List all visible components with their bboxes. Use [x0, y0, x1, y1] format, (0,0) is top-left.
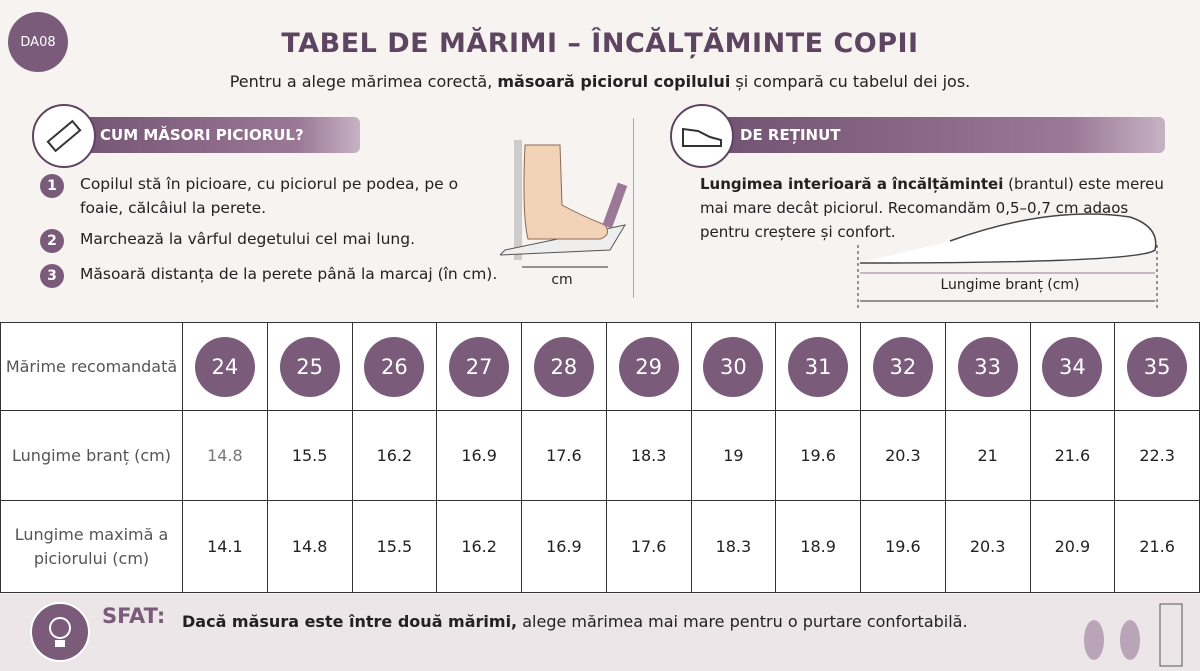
step-number: 3: [40, 264, 64, 288]
subtitle-bold: măsoară piciorul copilului: [497, 72, 731, 91]
size-table: Mărime recomandată 24 25 26 27 28 29 30 31 32 33 34…: [0, 322, 1200, 593]
value-cell: 22.3: [1114, 410, 1200, 501]
shoe-icon: [670, 104, 734, 168]
size-circle: 27: [449, 336, 510, 397]
section-heading: CUM MĂSORI PICIORUL?: [45, 117, 360, 153]
ruler: [46, 119, 82, 153]
value-cell: 14.8: [266, 500, 353, 593]
heading-text: CUM MĂSORI PICIORUL?: [100, 126, 304, 144]
subtitle-text: Pentru a alege mărimea corectă,: [229, 72, 498, 91]
row-header: Lungime maximă a piciorului (cm): [0, 500, 183, 593]
size-circle: 26: [364, 336, 425, 397]
table-row: Mărime recomandată 24 25 26 27 28 29 30 31 32 33 34…: [0, 322, 1200, 411]
size-cell: 29: [605, 322, 692, 411]
pen: [602, 182, 628, 229]
step: 2 Marchează la vârful degetului cel mai l…: [40, 227, 490, 253]
value-cell: 17.6: [521, 410, 607, 501]
value-cell: 18.3: [690, 500, 777, 593]
value-cell: 21: [944, 410, 1031, 501]
step-number: 2: [40, 229, 64, 253]
size-cell: 27: [436, 322, 522, 411]
step: 3 Măsoară distanța de la perete până la m…: [40, 262, 510, 288]
size-cell: 34: [1029, 322, 1116, 411]
size-cell: 24: [182, 322, 268, 411]
value-cell: 19.6: [775, 410, 861, 501]
size-cell: 35: [1114, 322, 1200, 411]
size-circle: 32: [872, 336, 933, 397]
size-circle: 33: [957, 336, 1018, 397]
size-cell: 33: [944, 322, 1031, 411]
diagram-label: Lungime branț (cm): [910, 277, 1110, 293]
size-cell: 30: [690, 322, 777, 411]
tip-bold: Dacă măsura este între două mărimi,: [182, 612, 518, 631]
value-cell: 21.6: [1029, 410, 1116, 501]
bulb: [49, 617, 71, 647]
size-circle: 25: [279, 336, 340, 397]
note-bold: Lungimea interioară a încălțămintei: [700, 175, 1004, 193]
size-circle: 30: [703, 336, 764, 397]
size-cell: 28: [521, 322, 607, 411]
size-cell: 32: [860, 322, 946, 411]
row-header: Lungime branț (cm): [0, 410, 183, 501]
ruler-icon: [32, 104, 96, 168]
title: TABEL DE MĂRIMI – ÎNCĂLȚĂMINTE COPII: [281, 28, 919, 59]
value-cell: 18.9: [775, 500, 861, 593]
section-heading: DE REȚINUT: [685, 117, 1165, 153]
value-cell: 15.5: [266, 410, 353, 501]
insole-diagram: [857, 213, 1158, 309]
value-cell: 15.5: [351, 500, 438, 593]
value-cell: 19.6: [860, 500, 946, 593]
size-circle: 29: [618, 336, 679, 397]
size-circle: 34: [1042, 336, 1103, 397]
size-cell: 25: [266, 322, 353, 411]
value-cell: 17.6: [605, 500, 692, 593]
wall: [514, 140, 522, 260]
row-header: Mărime recomandată: [0, 322, 183, 411]
insole: [859, 213, 1157, 264]
bulb-icon: [30, 602, 90, 662]
size-circle: 31: [788, 336, 849, 397]
table-row: Lungime branț (cm) 14.8 15.5 16.2 16.9 17.6 18…: [0, 410, 1200, 501]
value-cell: 16.9: [521, 500, 607, 593]
value-cell: 16.2: [351, 410, 438, 501]
size-cell: 26: [351, 322, 438, 411]
divider: [633, 118, 634, 298]
subtitle: Pentru a alege mărimea corectă, măsoară …: [0, 72, 1200, 91]
size-cell: 31: [775, 322, 861, 411]
tip-rest: alege mărimea mai mare pentru o purtare …: [517, 612, 968, 631]
value-cell: 20.9: [1029, 500, 1116, 593]
step-text: Marchează la vârful degetului cel mai lu…: [80, 230, 415, 248]
value-cell: 16.2: [436, 500, 522, 593]
value-cell: 16.9: [436, 410, 522, 501]
note-text: Lungimea interioară a încălțămintei (bra…: [700, 172, 1170, 244]
value-cell: 21.6: [1114, 500, 1200, 593]
step: 1 Copilul stă în picioare, cu piciorul pe…: [40, 172, 490, 220]
table-row: Lungime maximă a piciorului (cm) 14.1 14.8…: [0, 500, 1200, 593]
value-cell: 20.3: [860, 410, 946, 501]
footprints-icon: [1084, 603, 1183, 667]
value-cell: 18.3: [605, 410, 692, 501]
step-text: Măsoară distanța de la perete până la ma…: [80, 265, 498, 283]
foot: [523, 144, 609, 240]
note-rest: (brantul) este mereu mai mare decât pici…: [700, 175, 1164, 241]
diagram-label: cm: [551, 272, 573, 288]
shoe: [682, 127, 722, 147]
tip-label: SFAT:: [102, 604, 166, 628]
size-circle: 28: [533, 336, 594, 397]
value-cell: 20.3: [944, 500, 1031, 593]
value-cell: 14.8: [182, 410, 268, 501]
step-number: 1: [40, 174, 64, 198]
size-circle: 24: [194, 336, 255, 397]
tip-text: Dacă măsura este între două mărimi, aleg…: [182, 612, 968, 631]
heading-text: DE REȚINUT: [740, 126, 841, 144]
value-cell: 14.1: [182, 500, 268, 593]
step-text: Copilul stă în picioare, cu piciorul pe …: [80, 175, 459, 217]
subtitle-text: și compară cu tabelul dei jos.: [730, 72, 971, 91]
value-cell: 19: [690, 410, 777, 501]
tip-box: [0, 594, 1200, 671]
foot-diagram: [500, 140, 628, 268]
size-circle: 35: [1127, 336, 1188, 397]
badge: DA08: [8, 12, 68, 72]
